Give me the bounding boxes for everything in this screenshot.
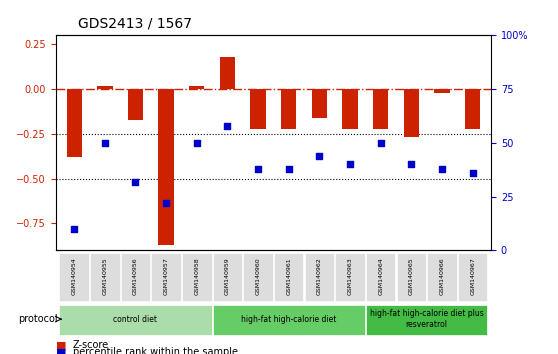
- Text: GSM140960: GSM140960: [256, 257, 261, 295]
- FancyBboxPatch shape: [366, 306, 487, 335]
- Point: [223, 123, 232, 129]
- FancyBboxPatch shape: [151, 253, 181, 301]
- Point: [131, 179, 140, 184]
- Bar: [403, 89, 419, 137]
- FancyBboxPatch shape: [90, 253, 119, 301]
- Text: GSM140955: GSM140955: [102, 257, 107, 295]
- Bar: [312, 89, 327, 118]
- FancyBboxPatch shape: [366, 253, 396, 301]
- Point: [254, 166, 263, 171]
- Text: protocol: protocol: [18, 314, 57, 324]
- Point: [162, 200, 171, 206]
- FancyBboxPatch shape: [458, 253, 487, 301]
- Text: GSM140958: GSM140958: [194, 257, 199, 295]
- FancyBboxPatch shape: [213, 306, 365, 335]
- Text: GSM140965: GSM140965: [409, 257, 414, 295]
- Text: GSM140957: GSM140957: [163, 257, 169, 295]
- FancyBboxPatch shape: [274, 253, 304, 301]
- Text: GSM140956: GSM140956: [133, 257, 138, 295]
- Text: ■: ■: [56, 340, 66, 350]
- Bar: [251, 89, 266, 129]
- FancyBboxPatch shape: [213, 253, 242, 301]
- Point: [345, 161, 354, 167]
- Text: percentile rank within the sample: percentile rank within the sample: [73, 347, 238, 354]
- FancyBboxPatch shape: [121, 253, 150, 301]
- FancyBboxPatch shape: [60, 306, 211, 335]
- Text: GSM140963: GSM140963: [348, 257, 353, 295]
- FancyBboxPatch shape: [335, 253, 365, 301]
- FancyBboxPatch shape: [305, 253, 334, 301]
- Bar: [434, 89, 450, 93]
- Text: high-fat high-calorie diet plus
resveratrol: high-fat high-calorie diet plus resverat…: [370, 309, 484, 329]
- Bar: [373, 89, 388, 129]
- Bar: [343, 89, 358, 129]
- Text: ■: ■: [56, 347, 66, 354]
- Bar: [220, 57, 235, 89]
- FancyBboxPatch shape: [427, 253, 456, 301]
- Point: [468, 170, 477, 176]
- FancyBboxPatch shape: [243, 253, 273, 301]
- Bar: [158, 89, 174, 245]
- FancyBboxPatch shape: [182, 253, 211, 301]
- Point: [315, 153, 324, 159]
- Text: GSM140964: GSM140964: [378, 257, 383, 295]
- Point: [193, 140, 201, 146]
- Bar: [128, 89, 143, 120]
- Text: control diet: control diet: [113, 315, 157, 324]
- Text: GSM140961: GSM140961: [286, 257, 291, 295]
- Text: GSM140967: GSM140967: [470, 257, 475, 295]
- Text: GSM140954: GSM140954: [71, 257, 76, 295]
- Bar: [281, 89, 296, 129]
- Bar: [465, 89, 480, 129]
- Text: GDS2413 / 1567: GDS2413 / 1567: [78, 16, 191, 30]
- Bar: [66, 89, 82, 157]
- Text: GSM140966: GSM140966: [440, 257, 445, 295]
- Point: [100, 140, 109, 146]
- FancyBboxPatch shape: [397, 253, 426, 301]
- Text: GSM140962: GSM140962: [317, 257, 322, 295]
- Point: [284, 166, 293, 171]
- Text: Z-score: Z-score: [73, 340, 109, 350]
- Text: GSM140959: GSM140959: [225, 257, 230, 295]
- Point: [376, 140, 385, 146]
- Point: [70, 226, 79, 232]
- Text: high-fat high-calorie diet: high-fat high-calorie diet: [241, 315, 336, 324]
- Bar: [189, 86, 204, 89]
- FancyBboxPatch shape: [60, 253, 89, 301]
- Point: [407, 161, 416, 167]
- Bar: [97, 86, 113, 89]
- Point: [437, 166, 446, 171]
